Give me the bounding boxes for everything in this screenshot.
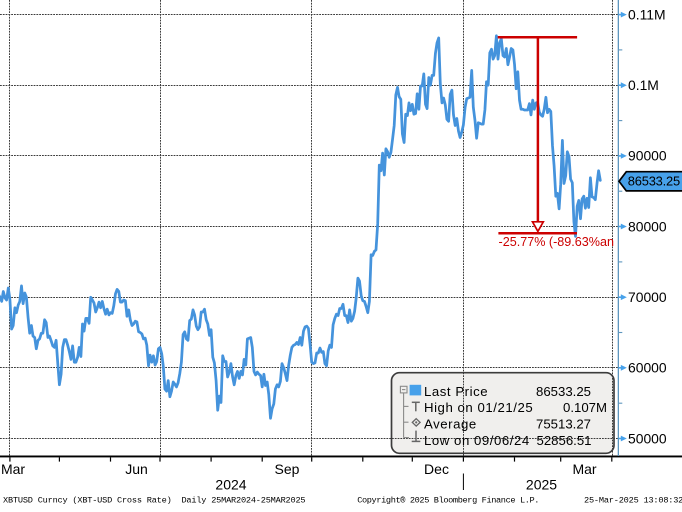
- svg-text:Average: Average: [424, 416, 477, 431]
- svg-text:Dec: Dec: [424, 461, 449, 477]
- svg-text:0.1M: 0.1M: [628, 77, 659, 93]
- svg-text:80000: 80000: [628, 218, 667, 234]
- svg-text:Low on 09/06/24: Low on 09/06/24: [424, 433, 530, 448]
- svg-text:Mar: Mar: [572, 461, 596, 477]
- svg-text:Mar: Mar: [1, 461, 25, 477]
- svg-text:Jun: Jun: [125, 461, 148, 477]
- svg-text:2024: 2024: [215, 476, 246, 492]
- svg-text:86533.25: 86533.25: [628, 174, 680, 189]
- svg-text:25-Mar-2025 13:08:32: 25-Mar-2025 13:08:32: [584, 496, 682, 506]
- svg-text:60000: 60000: [628, 360, 667, 376]
- svg-text:0.107M: 0.107M: [563, 400, 607, 415]
- svg-text:Last Price: Last Price: [424, 384, 488, 399]
- svg-text:High on 01/21/25: High on 01/21/25: [424, 400, 533, 415]
- svg-text:75513.27: 75513.27: [536, 416, 591, 431]
- svg-text:50000: 50000: [628, 430, 667, 446]
- svg-text:86533.25: 86533.25: [536, 384, 591, 399]
- svg-text:Copyright® 2025 Bloomberg Fina: Copyright® 2025 Bloomberg Finance L.P.: [357, 496, 539, 506]
- svg-text:90000: 90000: [628, 148, 667, 164]
- svg-text:XBTUSD Curncy (XBT-USD Cross R: XBTUSD Curncy (XBT-USD Cross Rate) Daily…: [3, 496, 305, 506]
- svg-text:0.11M: 0.11M: [628, 6, 666, 22]
- svg-text:70000: 70000: [628, 289, 667, 305]
- svg-text:-25.77% (-89.63%an: -25.77% (-89.63%an: [499, 235, 615, 249]
- svg-text:Sep: Sep: [275, 461, 300, 477]
- svg-text:2025: 2025: [526, 476, 557, 492]
- svg-text:52856.51: 52856.51: [536, 433, 591, 448]
